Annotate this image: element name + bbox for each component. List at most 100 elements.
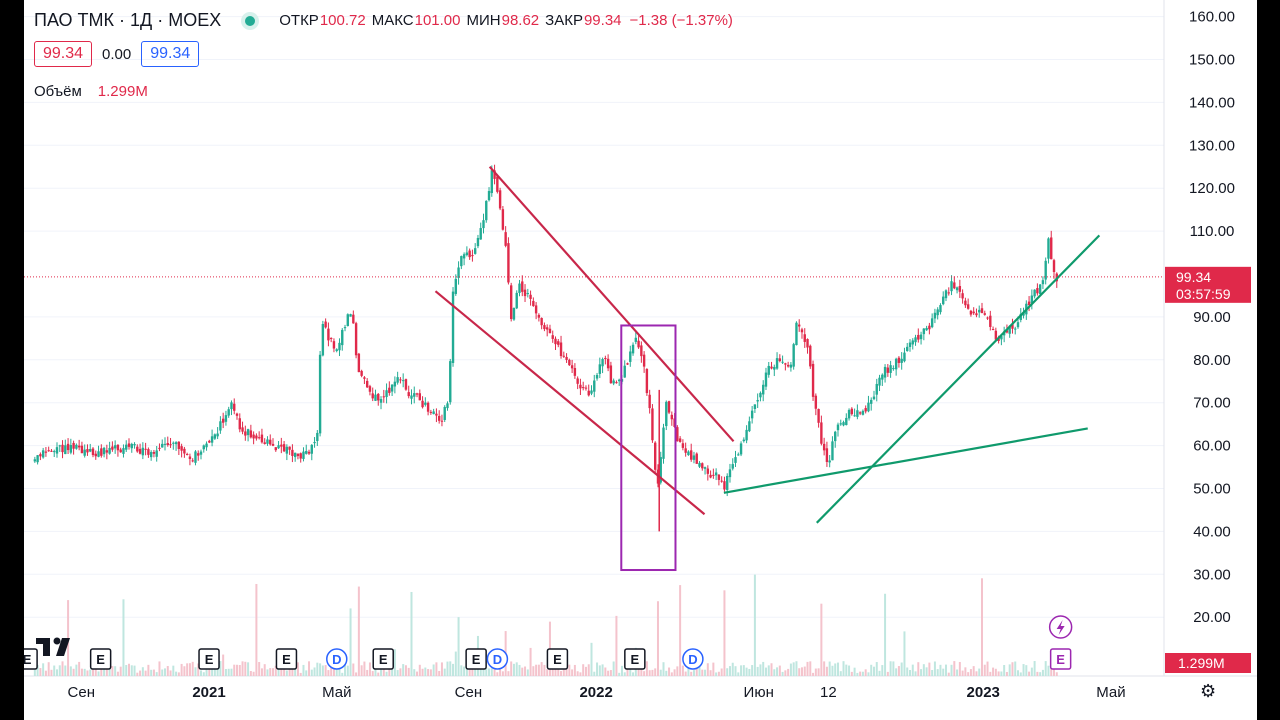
- volume-bar: [814, 668, 817, 676]
- candle-body: [133, 444, 136, 446]
- candle-body: [374, 394, 377, 401]
- candle-body: [158, 447, 161, 449]
- volume-bar: [1000, 671, 1003, 676]
- candle-body: [906, 346, 909, 352]
- candle-body: [166, 443, 169, 446]
- candle-body: [1030, 295, 1034, 304]
- volume-bar: [726, 668, 729, 676]
- candle-body: [509, 285, 513, 320]
- volume-bar: [906, 667, 909, 676]
- volume-bar: [310, 669, 313, 676]
- candle-body: [354, 323, 358, 356]
- candle-body: [795, 322, 798, 346]
- symbol-header: ПАО ТМК · 1Д · MOEX ОТКР 100.72 МАКС 101.0…: [34, 10, 733, 31]
- volume-bar: [236, 664, 239, 676]
- candle-body: [493, 170, 496, 179]
- candle-body: [1014, 328, 1017, 330]
- candle-body: [858, 412, 862, 414]
- tradingview-logo-icon[interactable]: [36, 636, 78, 658]
- symbol-title[interactable]: ПАО ТМК · 1Д · MOEX: [34, 10, 222, 30]
- y-tick-label: 60.00: [1193, 438, 1231, 455]
- volume-bar: [33, 669, 36, 676]
- open-value: 100.72: [319, 12, 366, 29]
- candle-body: [728, 469, 732, 478]
- volume-bar: [510, 661, 513, 676]
- x-tick-label: 2022: [579, 684, 612, 701]
- change-value: −1.38 (−1.37%): [629, 12, 733, 29]
- volume-bar: [247, 662, 250, 676]
- volume-bar: [208, 668, 211, 676]
- candle-body: [77, 445, 81, 448]
- settings-gear-icon[interactable]: ⚙: [1200, 681, 1217, 701]
- volume-bar: [593, 671, 596, 676]
- candle-body: [310, 444, 313, 454]
- candle-body: [263, 442, 266, 444]
- volume-bar: [809, 661, 812, 676]
- volume-bar: [108, 663, 111, 676]
- volume-bar: [817, 668, 820, 676]
- volume-bar: [158, 661, 161, 676]
- volume-bar: [94, 668, 97, 676]
- candle-body: [892, 368, 895, 370]
- candle-body: [199, 451, 203, 455]
- candle-body: [401, 380, 405, 382]
- volume-bar: [607, 670, 610, 676]
- volume-bar: [870, 664, 873, 676]
- candle-body: [820, 422, 823, 444]
- volume-bar: [1041, 669, 1044, 676]
- volume-bar: [717, 671, 720, 676]
- candle-body: [1044, 260, 1047, 280]
- high-value: 101.00: [414, 12, 461, 29]
- candle-body: [878, 377, 881, 386]
- volume-bar: [554, 666, 557, 676]
- volume-bar: [615, 615, 618, 676]
- candle-body: [473, 248, 477, 254]
- candle-body: [1052, 260, 1056, 273]
- volume-bar: [812, 672, 815, 676]
- volume-bar: [753, 574, 756, 676]
- x-tick-label: Май: [322, 684, 351, 701]
- volume-bar: [704, 669, 707, 676]
- candle-body: [324, 321, 327, 328]
- candle-body: [227, 409, 230, 416]
- volume-bar: [133, 665, 136, 676]
- volume-bar: [327, 670, 330, 676]
- volume-bar: [781, 671, 784, 676]
- candle-body: [839, 423, 842, 425]
- candle-body: [346, 314, 349, 327]
- candle-body: [529, 294, 532, 299]
- volume-bar: [432, 664, 435, 676]
- volume-bar: [238, 665, 241, 676]
- candle-body: [523, 289, 527, 297]
- bid-button[interactable]: 99.34: [34, 41, 93, 67]
- volume-bar: [86, 670, 89, 676]
- candle-body: [498, 190, 502, 209]
- candle-body: [152, 451, 156, 454]
- candle-body: [908, 342, 912, 347]
- candle-body: [460, 256, 463, 267]
- y-tick-label: 120.00: [1189, 180, 1235, 197]
- candle-body: [521, 281, 524, 292]
- x-tick-label: Сен: [68, 684, 95, 701]
- price-chart[interactable]: 160.00150.00140.00130.00120.00110.0090.0…: [24, 0, 1257, 720]
- candle-body: [282, 444, 286, 452]
- candle-body: [50, 450, 53, 452]
- candle-body: [534, 305, 538, 314]
- volume-bar: [623, 672, 626, 676]
- last-price-label: 99.34: [1176, 269, 1211, 285]
- candle-body: [593, 380, 596, 392]
- candle-body: [185, 453, 189, 455]
- ask-button[interactable]: 99.34: [141, 41, 200, 67]
- candle-body: [288, 446, 291, 450]
- volume-bar: [332, 668, 335, 676]
- volume-bar: [205, 664, 208, 676]
- volume-bar: [111, 666, 114, 676]
- candle-body: [617, 379, 621, 382]
- volume-bar: [978, 668, 981, 676]
- volume-bar: [751, 665, 754, 676]
- volume-bar: [820, 603, 823, 676]
- candle-body: [811, 363, 815, 397]
- volume-bar: [560, 671, 563, 676]
- candle-body: [302, 451, 305, 459]
- candle-body: [786, 364, 790, 367]
